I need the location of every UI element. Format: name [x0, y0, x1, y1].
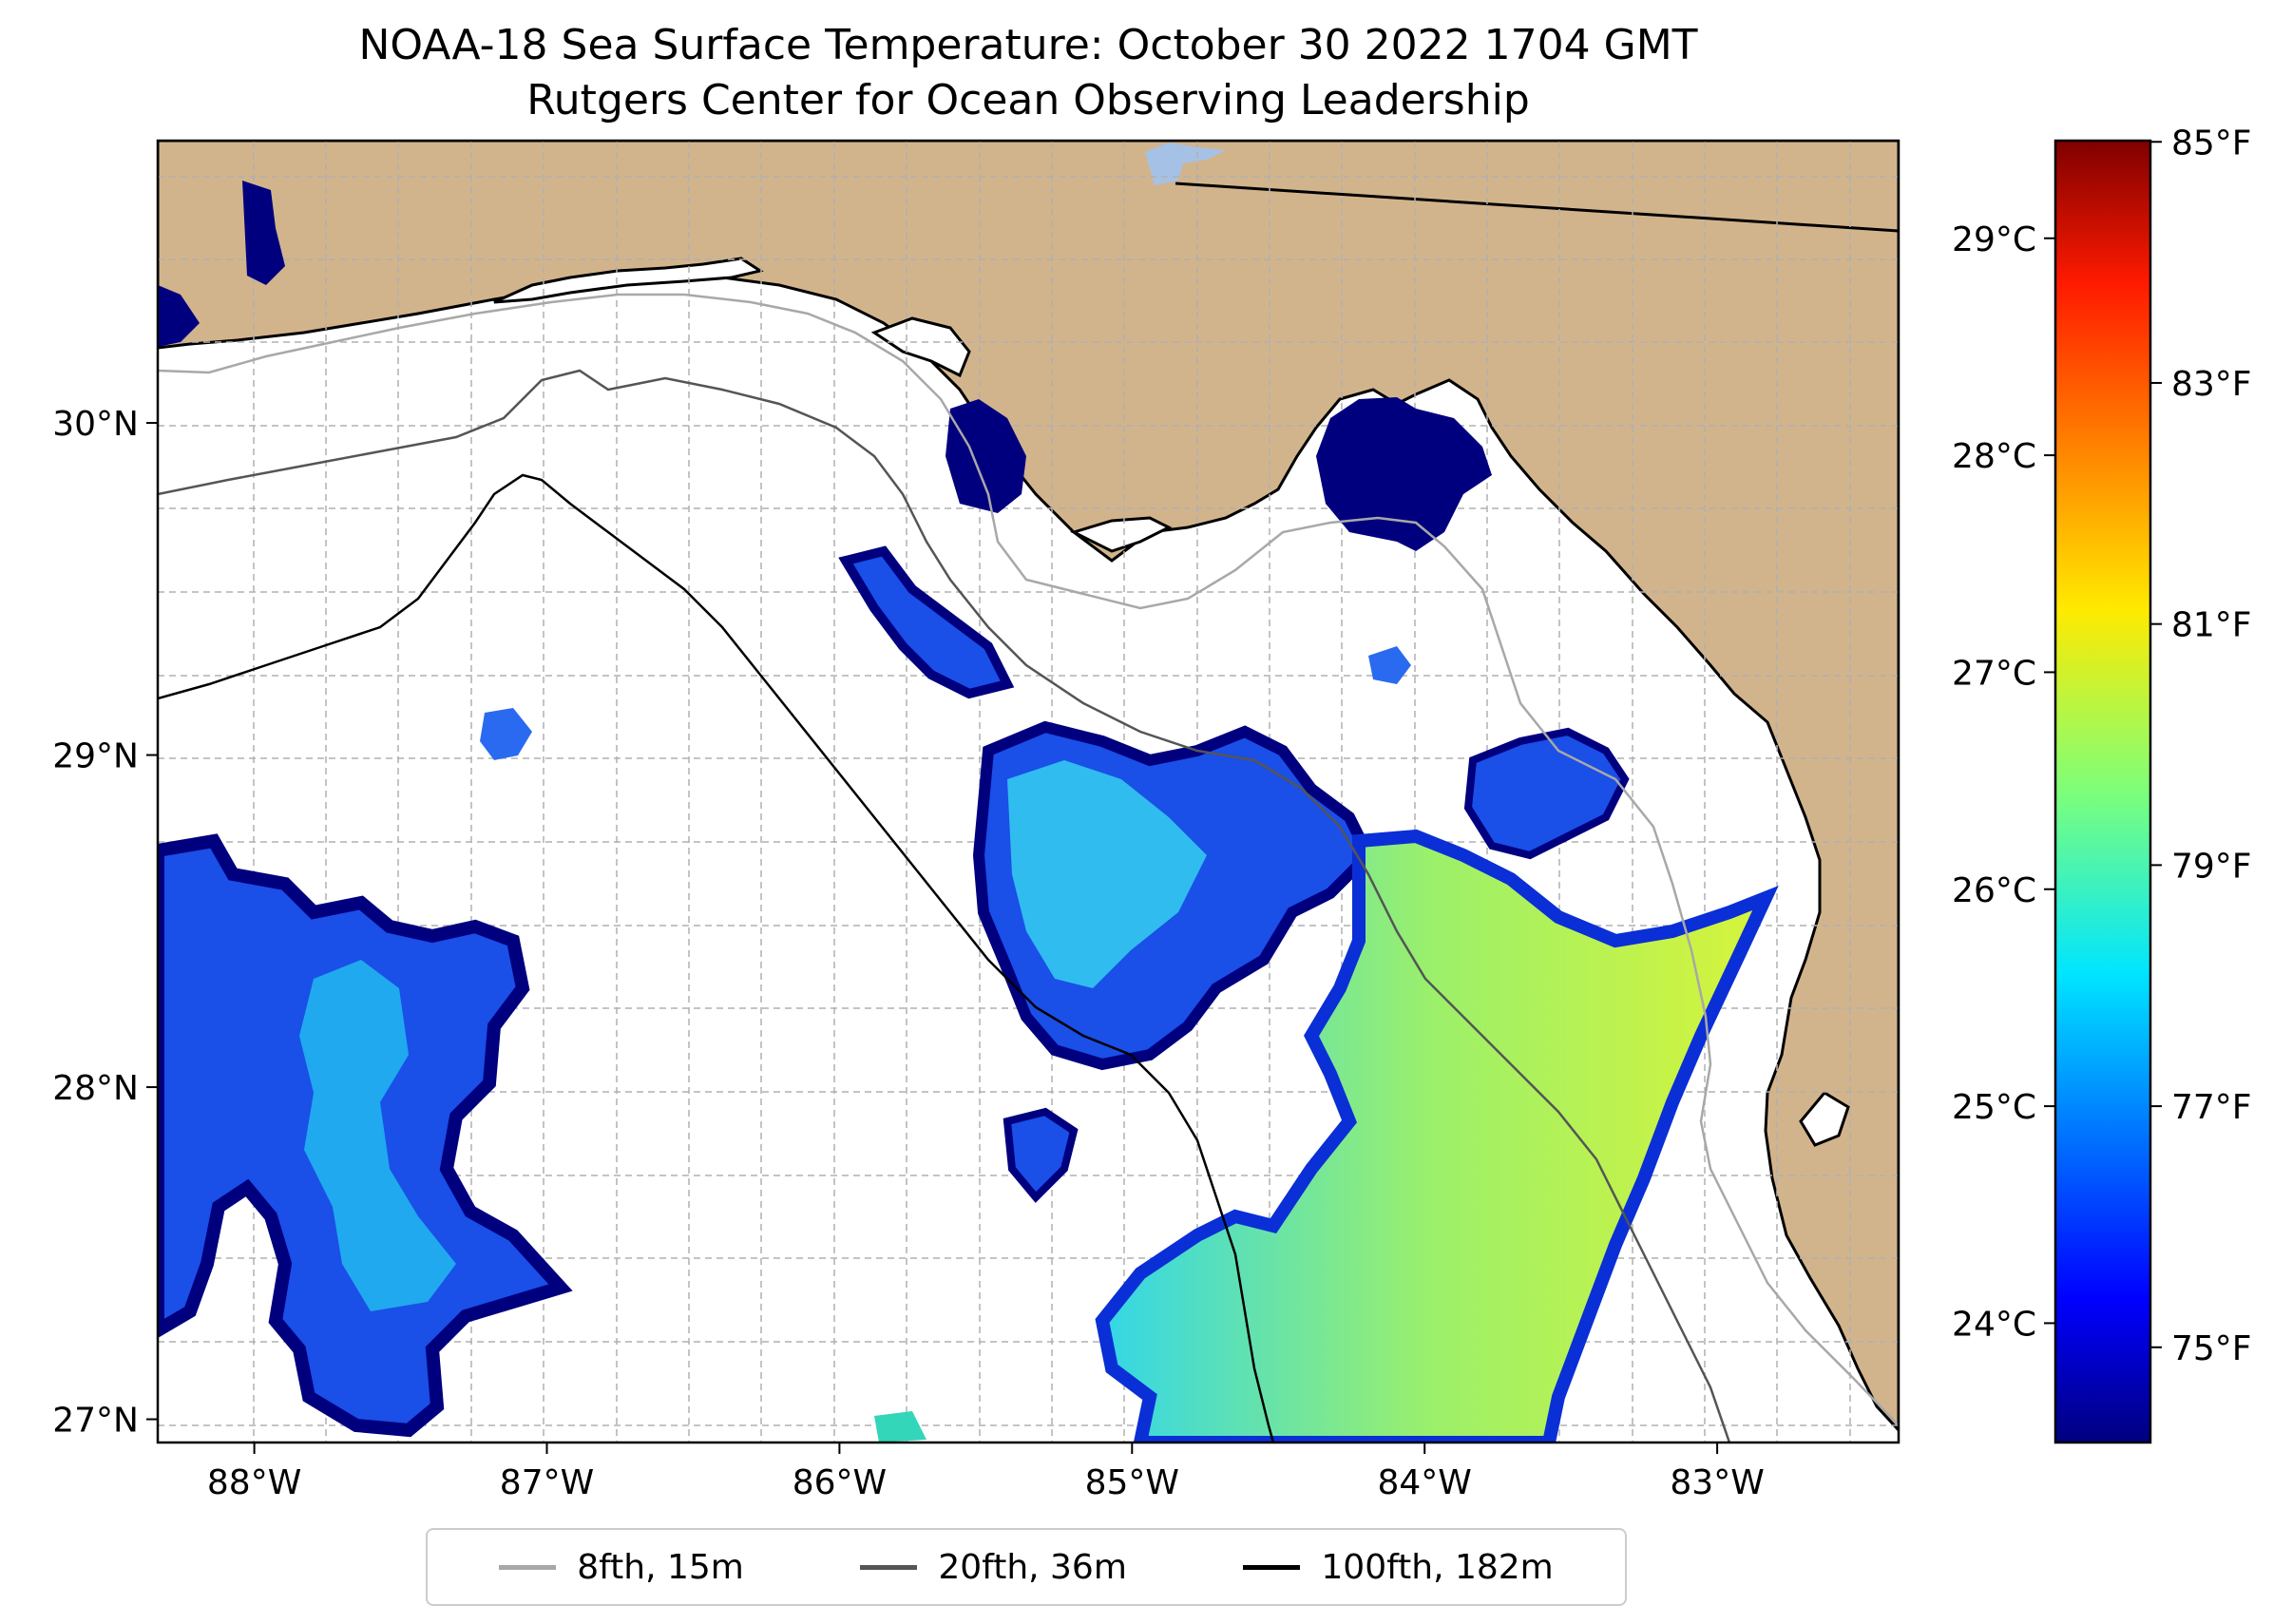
x-axis: 88°W 87°W 86°W 85°W 84°W 83°W — [207, 1442, 1765, 1502]
map-panel — [158, 141, 1899, 1442]
colorbar-ticks: 24°C 25°C 26°C 27°C 28°C 29°C 75°F 77°F 79°F 81°F… — [1952, 124, 2251, 1368]
y-tick-label: 27°N — [52, 1402, 139, 1441]
fahrenheit-tick-label: 81°F — [2171, 606, 2252, 645]
map-frame — [156, 139, 1900, 1444]
legend-item-8fth: 8fth, 15m — [499, 1548, 744, 1587]
sst-patch — [874, 1411, 926, 1442]
sst-patch — [1368, 646, 1411, 684]
fahrenheit-tick-label: 83°F — [2171, 365, 2252, 404]
y-tick-label: 29°N — [52, 737, 139, 776]
legend-label-100fth: 100fth, 182m — [1321, 1547, 1554, 1587]
celsius-tick-label: 24°C — [1952, 1305, 2036, 1344]
bay-water — [1069, 516, 1173, 553]
sst-patches — [158, 181, 1779, 1442]
fahrenheit-tick-label: 75°F — [2171, 1329, 2252, 1368]
colorbar — [2053, 139, 2152, 1444]
sst-patch — [945, 399, 1026, 513]
legend-line-8fth — [499, 1564, 557, 1570]
sst-patch — [480, 708, 532, 760]
bay-water — [1799, 1091, 1850, 1147]
x-tick-label: 87°W — [500, 1463, 594, 1502]
celsius-tick-label: 28°C — [1952, 437, 2036, 476]
chart-title: NOAA-18 Sea Surface Temperature: October… — [358, 21, 1698, 69]
fahrenheit-tick-label: 77°F — [2171, 1088, 2252, 1127]
sst-patch — [242, 181, 285, 285]
fahrenheit-tick-label: 85°F — [2171, 124, 2252, 162]
legend-item-100fth: 100fth, 182m — [1243, 1547, 1554, 1587]
sst-patch — [1007, 760, 1207, 988]
fahrenheit-tick-label: 79°F — [2171, 847, 2252, 886]
x-tick-label: 86°W — [793, 1463, 887, 1502]
x-tick-label: 84°W — [1378, 1463, 1472, 1502]
sst-patch — [838, 545, 1015, 699]
chart-subtitle: Rutgers Center for Ocean Observing Leade… — [526, 76, 1530, 124]
contour-8fth — [158, 293, 1899, 1426]
state-boundary — [1175, 182, 1899, 233]
contour-20fth — [158, 369, 1731, 1442]
legend-line-100fth — [1243, 1564, 1301, 1570]
sst-patch — [1463, 727, 1630, 860]
lake-water — [1145, 143, 1226, 185]
legend: 8fth, 15m 20fth, 36m 100fth, 182m — [426, 1528, 1627, 1606]
y-axis: 27°N 28°N 29°N 30°N — [52, 405, 158, 1441]
legend-item-20fth: 20fth, 36m — [860, 1548, 1127, 1587]
y-tick-label: 30°N — [52, 405, 139, 444]
x-tick-label: 85°W — [1085, 1463, 1179, 1502]
x-tick-label: 83°W — [1670, 1463, 1764, 1502]
sst-patch — [299, 960, 456, 1311]
bay-water — [870, 316, 971, 378]
celsius-tick-label: 25°C — [1952, 1088, 2036, 1127]
contour-100fth — [158, 473, 1275, 1442]
celsius-tick-label: 27°C — [1952, 654, 2036, 693]
celsius-tick-label: 26°C — [1952, 871, 2036, 910]
celsius-tick-label: 29°C — [1952, 220, 2036, 259]
bay-water — [493, 257, 764, 304]
legend-label-20fth: 20fth, 36m — [938, 1547, 1127, 1587]
y-tick-label: 28°N — [52, 1069, 139, 1108]
sst-patch — [158, 285, 200, 347]
sst-patch — [1316, 397, 1492, 551]
sst-patch — [1095, 829, 1779, 1442]
x-tick-label: 88°W — [207, 1463, 301, 1502]
legend-line-20fth — [860, 1564, 918, 1570]
legend-label-8fth: 8fth, 15m — [577, 1547, 744, 1587]
sst-patch — [1003, 1107, 1079, 1203]
